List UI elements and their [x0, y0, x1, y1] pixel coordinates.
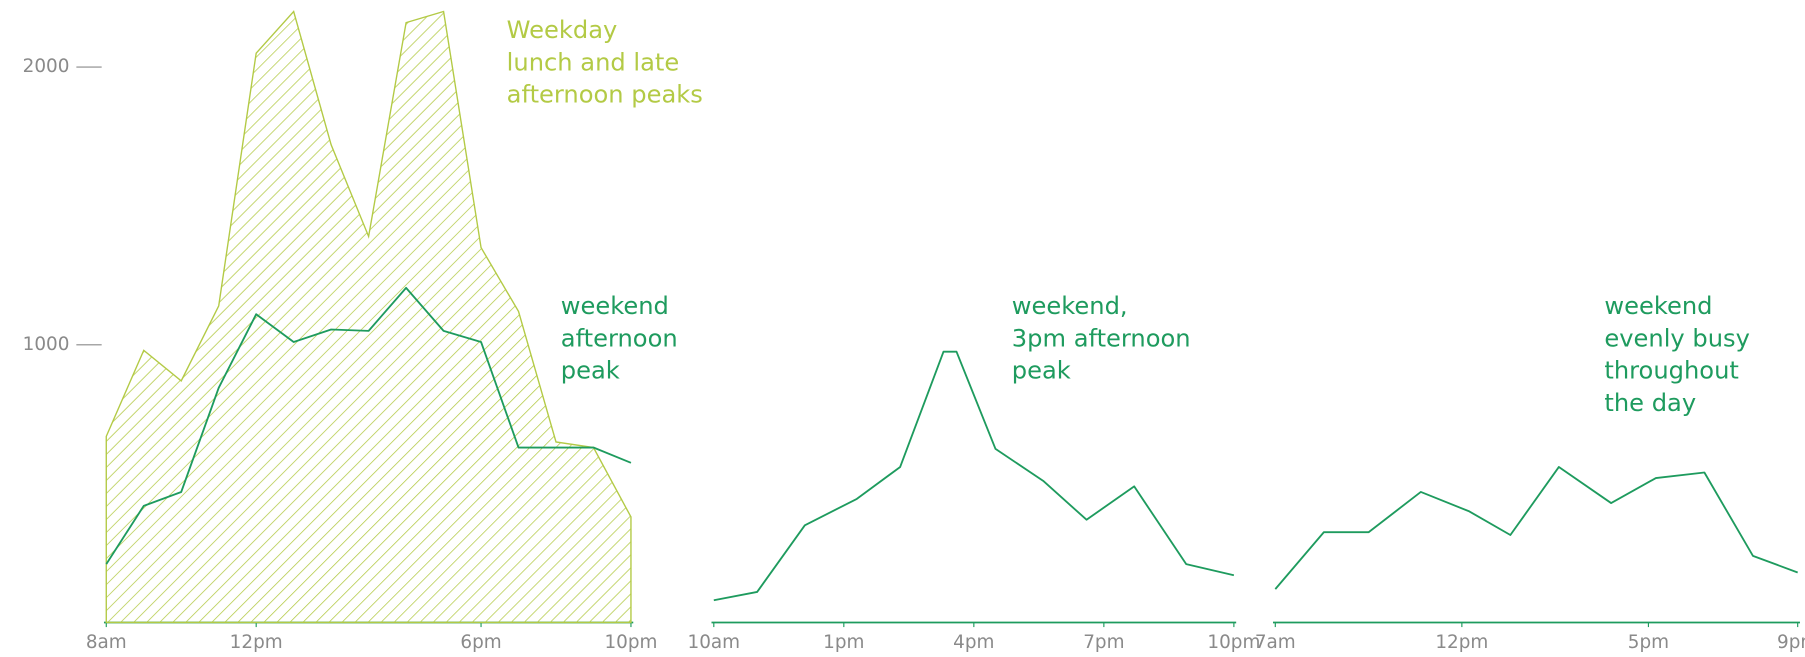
x-tick-label: 7am: [1255, 632, 1296, 653]
annotation: weekend: [561, 292, 669, 320]
x-tick-label: 10pm: [604, 632, 657, 653]
annotation: afternoon: [561, 324, 678, 352]
line: [1274, 466, 1798, 590]
annotation: weekend,: [1012, 292, 1128, 320]
annotation: the day: [1604, 389, 1696, 417]
annotation: peak: [1012, 357, 1071, 385]
x-tick-label: 4pm: [953, 632, 994, 653]
x-tick-label: 10pm: [1207, 632, 1260, 653]
x-tick-label: 1pm: [823, 632, 864, 653]
x-tick-label: 5pm: [1628, 632, 1669, 653]
x-tick-label: 12pm: [230, 632, 283, 653]
annotation: evenly busy: [1604, 324, 1750, 352]
line: [105, 286, 632, 565]
annotation: Weekday: [507, 16, 618, 44]
annotation: weekend: [1604, 292, 1712, 320]
area: [105, 10, 632, 624]
annotation: peak: [561, 357, 620, 385]
y-tick-label: 1000: [23, 334, 70, 355]
line: [713, 350, 1235, 602]
x-tick-label: 9pm: [1777, 632, 1805, 653]
x-tick-label: 12pm: [1435, 632, 1488, 653]
x-tick-label: 8am: [86, 632, 127, 653]
annotation: 3pm afternoon: [1012, 324, 1191, 352]
y-tick-label: 2000: [23, 56, 70, 77]
annotation: afternoon peaks: [507, 81, 703, 109]
annotation: lunch and late: [507, 48, 680, 76]
x-tick-label: 6pm: [460, 632, 501, 653]
x-tick-label: 7pm: [1083, 632, 1124, 653]
x-tick-label: 10am: [688, 632, 741, 653]
annotation: throughout: [1604, 357, 1738, 385]
